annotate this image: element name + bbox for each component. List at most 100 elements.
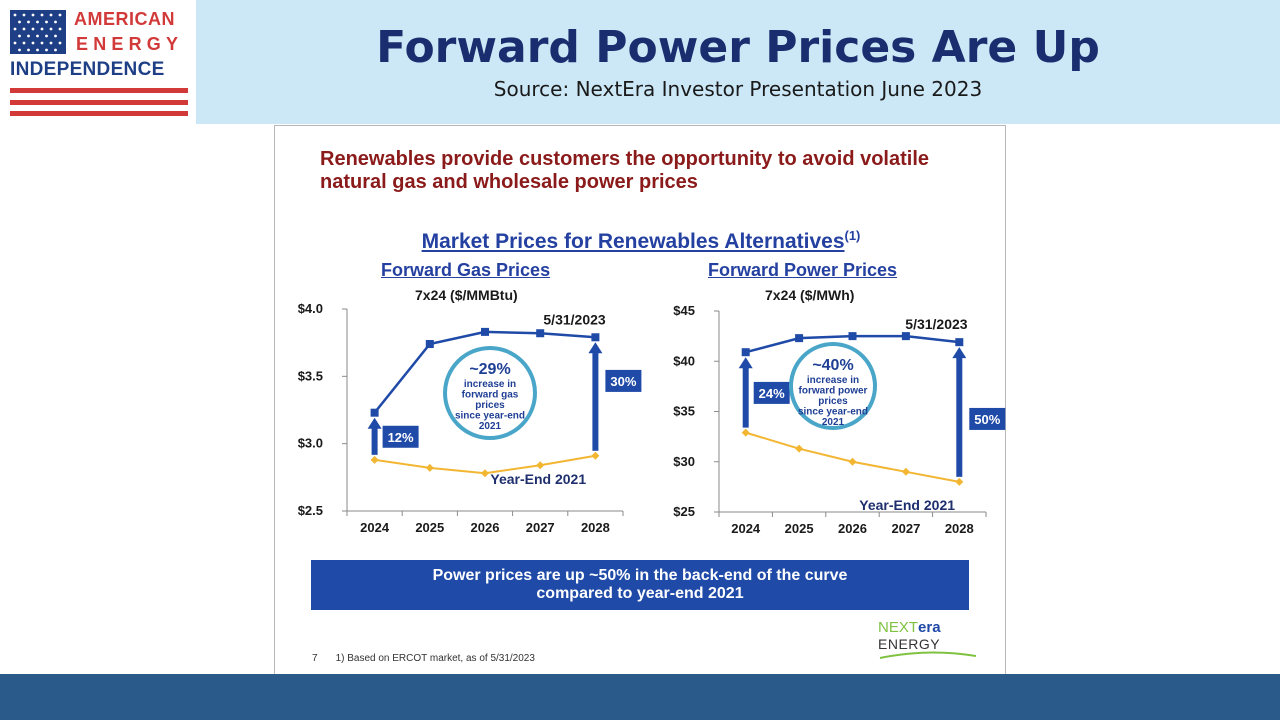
x-tick-label: 2027 xyxy=(526,520,555,535)
bubble-circle xyxy=(789,342,877,430)
data-point-5-31-2023 xyxy=(741,348,750,357)
x-tick-label: 2027 xyxy=(891,521,920,536)
data-point-year-end-2021 xyxy=(955,477,964,486)
bubble-headline: ~40% xyxy=(812,357,853,374)
bubble-text-line: 2021 xyxy=(479,421,502,432)
logo-stripe xyxy=(10,111,188,116)
bubble-circle xyxy=(443,346,537,440)
logo-text-american: AMERICAN xyxy=(74,9,175,29)
data-point-year-end-2021 xyxy=(741,428,750,437)
series-line-year-end-2021 xyxy=(745,431,960,483)
section-title-text: Market Prices for Renewables Alternative… xyxy=(421,230,845,253)
gas-chart-title: Forward Gas Prices xyxy=(381,260,551,280)
data-point-year-end-2021 xyxy=(591,451,600,460)
page-title: Forward Power Prices Are Up xyxy=(376,22,1100,73)
section-title-footnote: (1) xyxy=(844,228,861,243)
footnote-text: 1) Based on ERCOT market, as of 5/31/202… xyxy=(335,653,535,664)
data-point-5-31-2023 xyxy=(370,408,379,417)
x-tick-label: 2025 xyxy=(785,521,814,536)
x-tick-label: 2026 xyxy=(471,520,500,535)
change-label-first: 24% xyxy=(759,386,785,401)
y-tick-label: $3.0 xyxy=(298,436,323,451)
change-label-first-box xyxy=(382,425,419,448)
power-chart-title: Forward Power Prices xyxy=(708,260,898,280)
slide-image: Renewables provide customers the opportu… xyxy=(274,125,1006,675)
data-point-year-end-2021 xyxy=(425,463,434,472)
nextera-logo-energy: ENERGY xyxy=(878,636,941,652)
data-point-year-end-2021 xyxy=(536,461,545,470)
footnote: 7 1) Based on ERCOT market, as of 5/31/20… xyxy=(312,653,535,664)
x-tick-label: 2025 xyxy=(415,520,444,535)
series-label-5-31-2023: 5/31/2023 xyxy=(905,316,967,332)
bubble-text-line: 2021 xyxy=(822,417,845,428)
data-point-year-end-2021 xyxy=(901,467,910,476)
x-tick-label: 2026 xyxy=(838,521,867,536)
logo-stripe xyxy=(10,88,188,93)
nextera-logo: NEXTera ENERGY xyxy=(878,619,978,667)
bubble-headline: ~29% xyxy=(469,361,510,378)
y-tick-label: $40 xyxy=(673,353,695,368)
change-arrow-last-head xyxy=(952,347,967,359)
data-point-5-31-2023 xyxy=(955,338,964,347)
data-point-year-end-2021 xyxy=(481,469,489,478)
bubble-text-line: since year-end xyxy=(455,411,525,422)
x-tick-label: 2024 xyxy=(360,520,390,535)
data-point-5-31-2023 xyxy=(591,333,600,342)
change-arrow-last-shaft xyxy=(956,357,963,477)
y-tick-label: $25 xyxy=(673,504,695,519)
series-label-5-31-2023: 5/31/2023 xyxy=(543,311,605,327)
change-label-first: 12% xyxy=(388,430,414,445)
section-title: Market Prices for Renewables Alternative… xyxy=(275,228,1007,254)
x-tick-label: 2028 xyxy=(945,521,974,536)
x-tick-label: 2028 xyxy=(581,520,610,535)
chart-body: $25 $30 $35 $40 $45 2024 2025 2026 2027 2028 24% 50… xyxy=(673,303,1006,536)
data-point-5-31-2023 xyxy=(901,332,910,341)
logo-text-independence: INDEPENDENCE xyxy=(10,59,165,80)
slide-headline: Renewables provide customers the opportu… xyxy=(320,148,930,193)
data-point-year-end-2021 xyxy=(370,455,379,464)
data-point-5-31-2023 xyxy=(795,334,804,343)
bubble-text-line: forward power xyxy=(799,386,868,397)
logo-stripe xyxy=(10,100,188,105)
y-tick-label: $45 xyxy=(673,303,695,318)
gas-chart: $2.5 $3.0 $3.5 $4.0 2024 2025 2026 2027 2028 12% 3… xyxy=(298,301,642,535)
y-tick-label: $2.5 xyxy=(298,503,323,518)
y-tick-label: $35 xyxy=(673,404,695,419)
bubble-text-line: prices xyxy=(475,400,505,411)
change-label-last-box xyxy=(969,407,1006,430)
banner: Power prices are up ~50% in the back-end… xyxy=(311,560,969,610)
y-tick-label: $4.0 xyxy=(298,301,323,316)
swoosh-icon xyxy=(879,651,977,659)
change-arrow-last-head xyxy=(588,342,603,354)
change-arrow-last-shaft xyxy=(592,352,599,451)
series-label-year-end-2021: Year-End 2021 xyxy=(490,471,586,487)
data-point-5-31-2023 xyxy=(481,327,489,336)
change-arrow-first-head xyxy=(738,357,753,369)
data-point-5-31-2023 xyxy=(425,340,434,349)
nextera-logo-era: era xyxy=(918,619,941,636)
data-point-5-31-2023 xyxy=(848,332,857,341)
gas-chart-subtitle: 7x24 ($/MMBtu) xyxy=(415,287,518,303)
bubble-text-line: since year-end xyxy=(798,407,868,418)
nextera-logo-next: NEXT xyxy=(878,619,919,636)
power-chart: $25 $30 $35 $40 $45 2024 2025 2026 2027 2028 24% 50… xyxy=(673,303,1006,536)
banner-text: Power prices are up ~50% in the back-end… xyxy=(432,567,848,602)
x-tick-label: 2024 xyxy=(731,521,761,536)
change-label-last: 30% xyxy=(610,374,636,389)
flag-icon xyxy=(10,10,66,54)
nextera-logo-top: NEXTera xyxy=(878,619,941,636)
footer-band xyxy=(0,674,1280,720)
logo-text-energy: ENERGY xyxy=(76,34,184,54)
change-arrow-first-head xyxy=(367,417,382,429)
page-subtitle: Source: NextEra Investor Presentation Ju… xyxy=(493,77,983,101)
y-tick-label: $30 xyxy=(673,454,695,469)
data-point-5-31-2023 xyxy=(536,329,545,338)
series-label-year-end-2021: Year-End 2021 xyxy=(859,497,955,513)
chart-body: $2.5 $3.0 $3.5 $4.0 2024 2025 2026 2027 2028 12% 3… xyxy=(298,301,642,535)
power-chart-subtitle: 7x24 ($/MWh) xyxy=(765,287,855,303)
header-band xyxy=(0,0,1280,124)
change-arrow-first-shaft xyxy=(742,367,749,428)
logo: AMERICAN ENERGY INDEPENDENCE xyxy=(0,0,196,124)
change-arrow-first-shaft xyxy=(371,427,378,455)
bubble-text-line: prices xyxy=(818,396,848,407)
